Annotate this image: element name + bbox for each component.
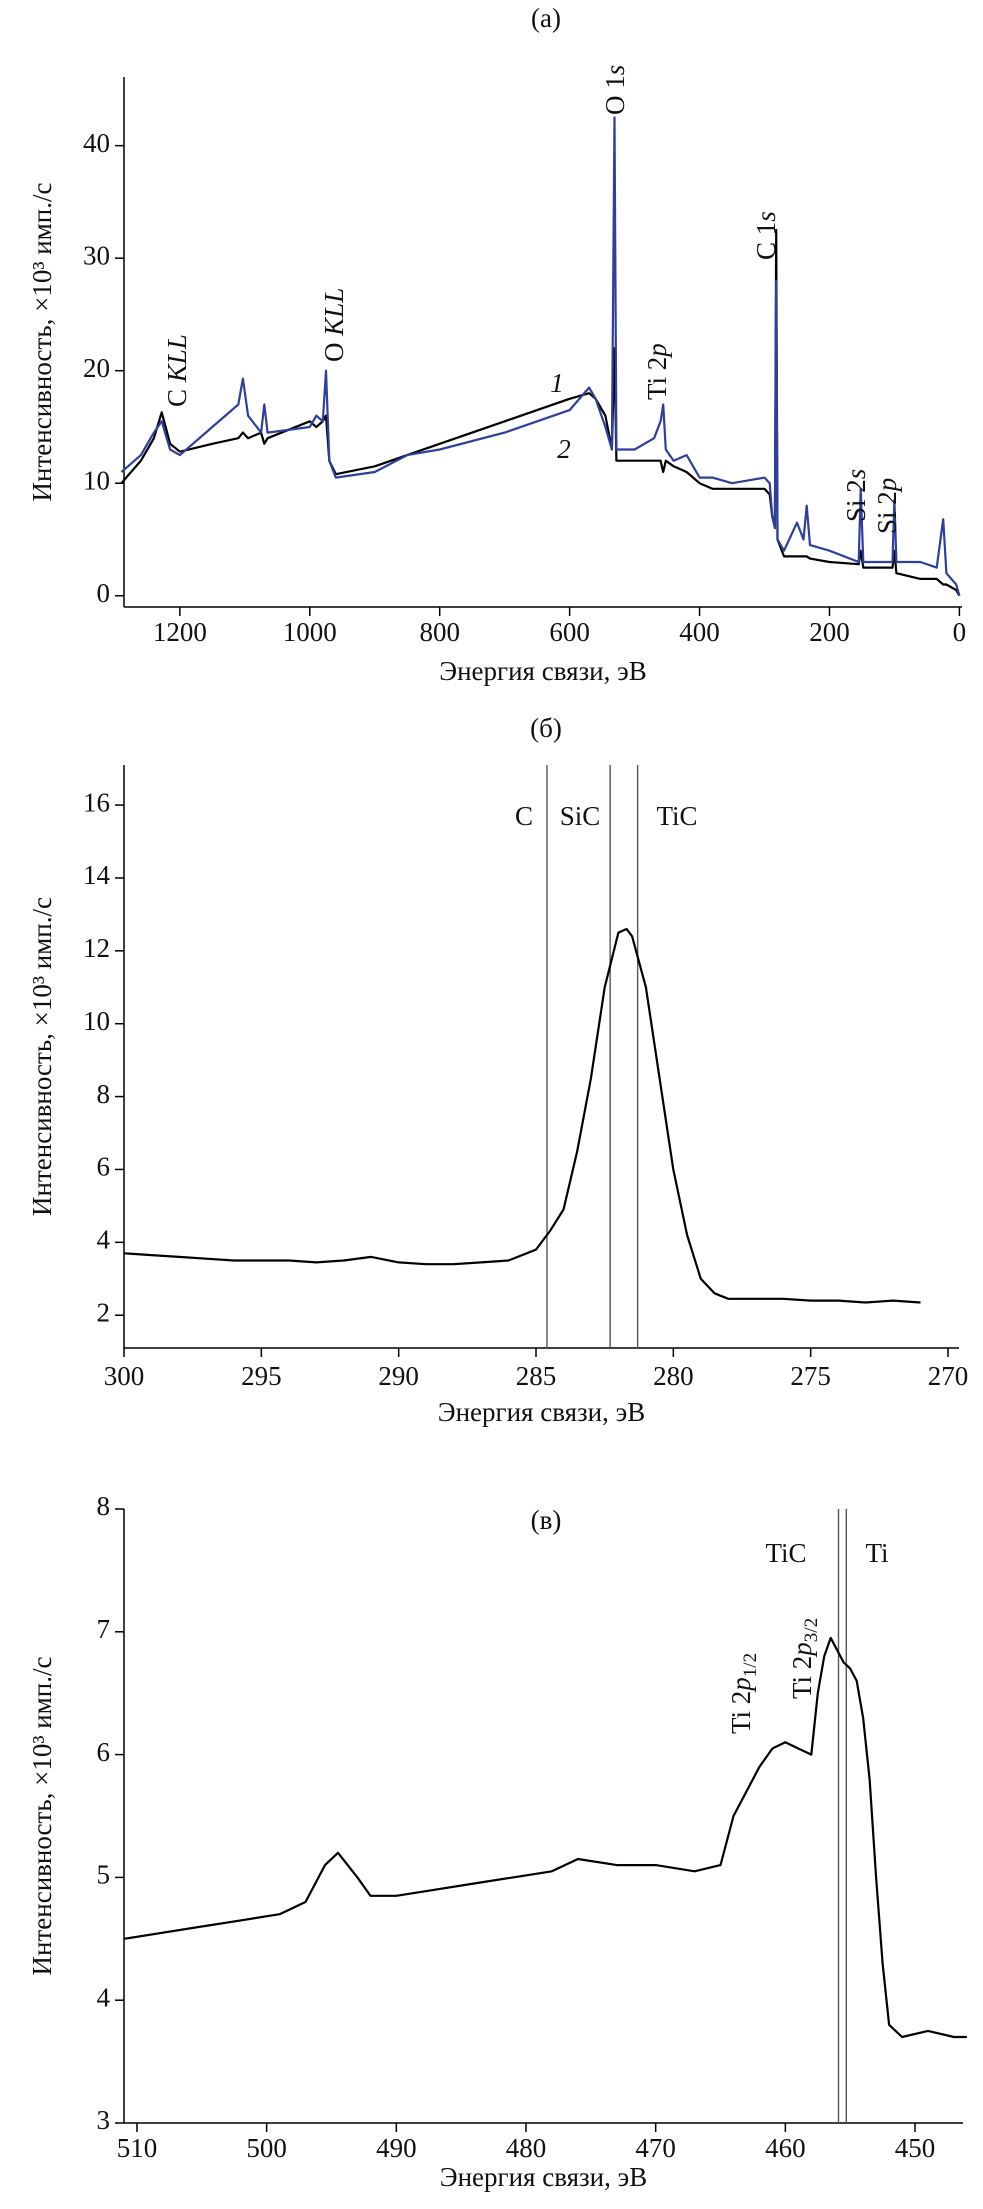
- x-tick-label: 300: [104, 1361, 145, 1391]
- y-tick-label: 8: [97, 1079, 111, 1109]
- peak-label-part: KLL: [162, 334, 192, 383]
- curve-label: 2: [557, 434, 571, 464]
- curve-label: 1: [550, 368, 564, 398]
- peak-label-part: Ti 2: [642, 357, 672, 400]
- peak-label-part: C: [162, 382, 192, 407]
- y-tick-label: 4: [97, 1225, 111, 1255]
- x-tick-label: 295: [241, 1361, 282, 1391]
- peak-label: Ti 2p: [642, 343, 672, 400]
- peak-label-part: s: [841, 469, 871, 480]
- peak-label-part: s: [751, 211, 781, 222]
- reference-label: SiC: [560, 801, 601, 831]
- y-tick-label: 30: [83, 240, 110, 270]
- y-tick-label: 6: [97, 1152, 111, 1182]
- x-tick-label: 0: [953, 617, 967, 647]
- peak-label: Si 2p: [872, 478, 902, 534]
- x-axis-label: Энергия связи, эВ: [439, 656, 646, 686]
- x-tick-label: 600: [549, 617, 590, 647]
- peak-label: O 1s: [600, 65, 630, 115]
- data-line: [123, 1636, 967, 2039]
- peak-label-part: p: [726, 1677, 756, 1693]
- y-tick-label: 8: [97, 1491, 111, 1521]
- peak-label-part: p: [642, 343, 672, 359]
- panel-title: (в): [531, 1505, 562, 1535]
- x-axis-label: Энергия связи, эВ: [438, 1397, 645, 1427]
- y-tick-label: 10: [83, 465, 110, 495]
- x-tick-label: 1200: [153, 617, 207, 647]
- y-tick-label: 16: [83, 787, 110, 817]
- peak-label-part: Ti 2: [787, 1656, 817, 1699]
- reference-label: TiC: [765, 1538, 806, 1568]
- data-line: [120, 116, 961, 597]
- x-tick-label: 460: [765, 2133, 806, 2163]
- x-tick-label: 270: [928, 1361, 969, 1391]
- peak-label: Si 2s: [841, 469, 871, 522]
- y-tick-label: 7: [97, 1614, 111, 1644]
- panel-title: (а): [531, 3, 561, 33]
- panel-title: (б): [530, 713, 562, 743]
- peak-label: Ti 2p1/2: [726, 1653, 761, 1734]
- x-tick-label: 275: [790, 1361, 831, 1391]
- y-tick-label: 12: [83, 933, 110, 963]
- x-tick-label: 200: [809, 617, 850, 647]
- peak-label: C 1s: [751, 211, 781, 260]
- peak-label-part: p: [872, 478, 902, 494]
- peak-label-part: Si 2: [841, 479, 871, 522]
- reference-label: Ti: [865, 1538, 888, 1568]
- reference-label: TiC: [656, 801, 697, 831]
- y-tick-label: 0: [97, 578, 111, 608]
- peak-label: Ti 2p3/2: [787, 1618, 822, 1699]
- x-tick-label: 500: [246, 2133, 287, 2163]
- peak-label: C KLL: [162, 334, 192, 407]
- y-tick-label: 4: [97, 1982, 111, 2012]
- x-tick-label: 800: [419, 617, 460, 647]
- x-tick-label: 400: [679, 617, 720, 647]
- y-axis-label: Интенсивность, ×10³ имп./с: [27, 183, 57, 502]
- y-tick-label: 3: [97, 2105, 111, 2135]
- x-tick-label: 285: [516, 1361, 557, 1391]
- x-tick-label: 490: [376, 2133, 417, 2163]
- peak-label-part: Si 2: [872, 491, 902, 534]
- y-tick-label: 10: [83, 1006, 110, 1036]
- x-tick-label: 480: [506, 2133, 547, 2163]
- x-tick-label: 280: [653, 1361, 694, 1391]
- y-tick-label: 20: [83, 353, 110, 383]
- y-axis-label: Интенсивность, ×10³ имп./с: [27, 1657, 57, 1976]
- y-tick-label: 2: [97, 1297, 111, 1327]
- peak-label-part: 1/2: [740, 1653, 761, 1677]
- peak-label-part: Ti 2: [726, 1691, 756, 1734]
- x-tick-label: 450: [895, 2133, 936, 2163]
- peak-label-part: O 1: [600, 75, 630, 115]
- x-tick-label: 290: [378, 1361, 419, 1391]
- y-tick-label: 14: [83, 860, 111, 890]
- y-tick-label: 6: [97, 1737, 111, 1767]
- y-tick-label: 5: [97, 1860, 111, 1890]
- peak-label-part: 3/2: [801, 1618, 822, 1642]
- peak-label-part: KLL: [319, 288, 349, 337]
- peak-label-part: C 1: [751, 222, 781, 260]
- x-axis-label: Энергия связи, эВ: [440, 2162, 647, 2192]
- peak-label-part: s: [600, 65, 630, 76]
- reference-label: C: [515, 801, 533, 831]
- x-tick-label: 470: [635, 2133, 676, 2163]
- peak-label-part: O: [319, 336, 349, 362]
- y-axis-label: Интенсивность, ×10³ имп./с: [27, 897, 57, 1216]
- y-tick-label: 40: [83, 128, 110, 158]
- data-line: [123, 927, 921, 1304]
- peak-label: O KLL: [319, 288, 349, 362]
- x-tick-label: 1000: [283, 617, 337, 647]
- peak-label-part: p: [787, 1642, 817, 1658]
- x-tick-label: 510: [117, 2133, 158, 2163]
